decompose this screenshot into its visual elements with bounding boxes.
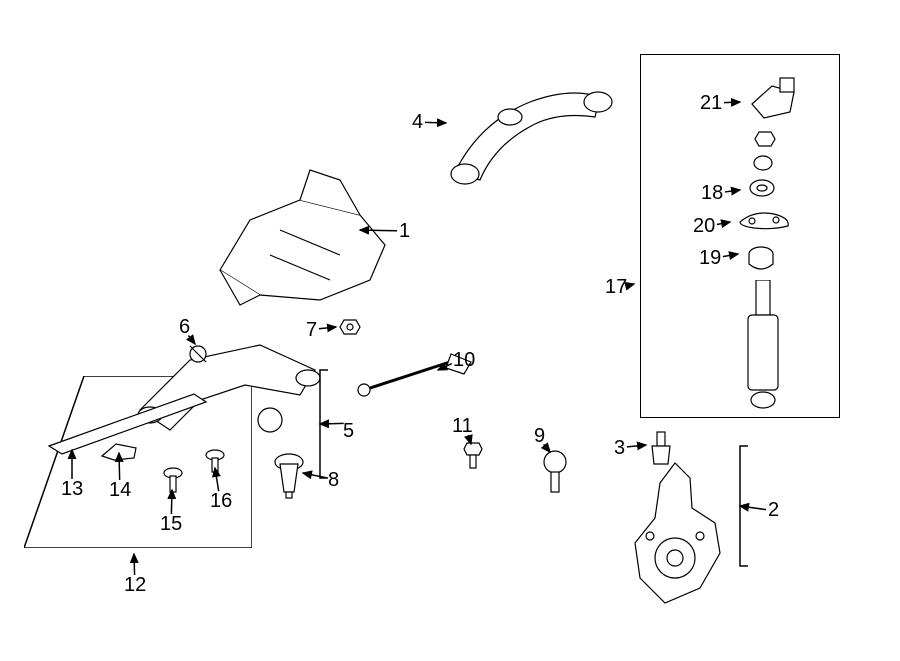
part-nut-21a <box>752 130 778 148</box>
callout-label-18: 18 <box>701 182 723 205</box>
callout-arrow-10 <box>438 364 452 370</box>
part-clip-6 <box>186 342 210 366</box>
group-box-17 <box>640 54 840 418</box>
callout-arrow-15 <box>171 490 172 514</box>
callout-label-12: 12 <box>124 574 146 597</box>
callout-label-16: 16 <box>210 490 232 513</box>
part-plate-20 <box>734 208 794 232</box>
callout-arrow-14 <box>119 453 120 480</box>
callout-label-5: 5 <box>343 420 354 443</box>
callout-label-9: 9 <box>534 425 545 448</box>
part-tie-rod-end <box>538 448 572 496</box>
bracket-5 <box>320 370 328 478</box>
callout-arrow-20 <box>717 222 730 224</box>
callout-arrow-21 <box>724 102 740 103</box>
callout-arrow-5 <box>320 423 344 424</box>
part-grommet-18 <box>748 178 776 198</box>
part-bracket-14 <box>100 440 140 462</box>
callout-label-10: 10 <box>453 349 475 372</box>
callout-label-3: 3 <box>614 437 625 460</box>
part-shock-absorber <box>736 280 790 410</box>
callout-label-21: 21 <box>700 92 722 115</box>
callout-label-20: 20 <box>693 215 715 238</box>
callout-arrow-7 <box>319 327 336 329</box>
callout-label-1: 1 <box>399 220 410 243</box>
callout-label-8: 8 <box>328 469 339 492</box>
callout-arrow-12 <box>134 554 135 575</box>
callout-label-11: 11 <box>452 415 473 438</box>
callout-label-2: 2 <box>768 499 779 522</box>
callout-label-13: 13 <box>61 478 83 501</box>
part-upper-ball-joint <box>648 430 674 468</box>
part-bolt-11 <box>460 440 486 470</box>
callout-label-7: 7 <box>306 319 317 342</box>
part-crossmember <box>210 160 400 310</box>
callout-arrow-4 <box>425 122 446 123</box>
callout-label-14: 14 <box>109 479 131 502</box>
part-lower-ball-joint <box>272 450 306 500</box>
callout-arrow-2 <box>740 506 766 510</box>
callout-arrow-1 <box>360 230 397 231</box>
part-bolt-16 <box>204 448 226 474</box>
callout-arrow-3 <box>627 445 646 447</box>
part-knuckle <box>620 458 735 608</box>
group-box-12 <box>24 376 252 548</box>
callout-arrow-18 <box>725 190 740 192</box>
callout-label-6: 6 <box>179 316 190 339</box>
callout-arrow-8 <box>303 473 326 478</box>
callout-arrow-16 <box>215 468 219 491</box>
part-cap-18a <box>752 154 774 172</box>
callout-label-15: 15 <box>160 513 182 536</box>
part-lower-arm <box>130 330 325 450</box>
part-bolt-15 <box>162 466 184 494</box>
part-mount-21 <box>744 74 804 124</box>
part-upper-arm <box>440 62 620 192</box>
callout-arrow-17 <box>629 284 634 285</box>
callout-arrow-19 <box>723 254 738 257</box>
bracket-2 <box>740 446 748 566</box>
callout-label-17: 17 <box>605 276 627 299</box>
callout-label-19: 19 <box>699 247 721 270</box>
part-nut-7 <box>338 318 362 336</box>
callout-label-4: 4 <box>412 111 423 134</box>
part-bushing-19 <box>746 244 776 274</box>
part-brace-bar <box>44 386 214 456</box>
